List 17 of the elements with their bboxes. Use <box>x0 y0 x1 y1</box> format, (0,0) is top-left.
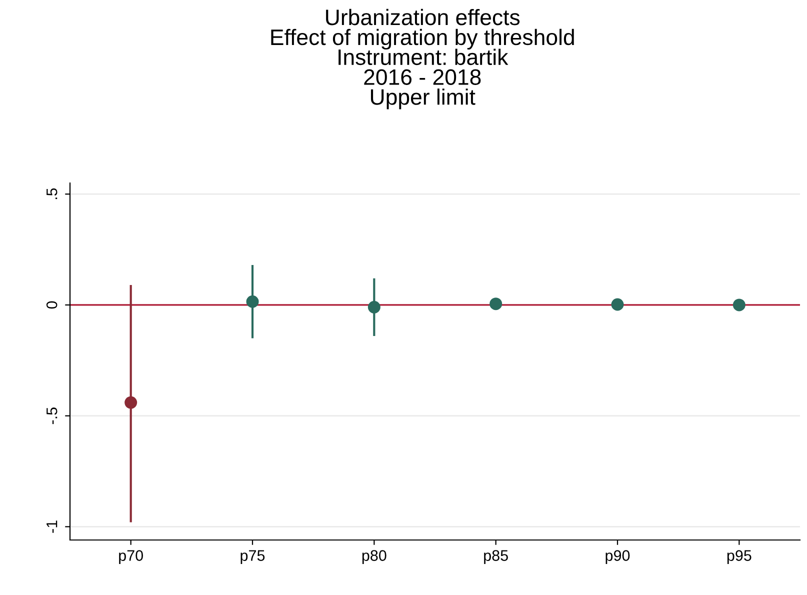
point <box>368 300 380 314</box>
x-tick-label: p70 <box>119 550 143 564</box>
y-tick-label: -.5 <box>46 408 58 424</box>
point <box>124 396 138 409</box>
point <box>611 298 624 311</box>
chart-title: Urbanization effects Effect of migration by threshold Instrument: bartik 2016 - 2018 Upper limit <box>271 8 574 110</box>
y-tick-label: .5 <box>46 188 58 200</box>
point <box>490 298 502 310</box>
x-tick-label: p90 <box>606 550 630 564</box>
x-tick-label: p85 <box>484 550 508 564</box>
y-tick-label: 0 <box>46 301 58 309</box>
x-tick-label: p95 <box>727 550 752 564</box>
x-tick-label: p75 <box>240 550 265 564</box>
y-tick-label: -1 <box>46 520 58 533</box>
point <box>732 298 746 312</box>
x-tick-label: p80 <box>362 550 386 564</box>
point <box>246 295 259 308</box>
